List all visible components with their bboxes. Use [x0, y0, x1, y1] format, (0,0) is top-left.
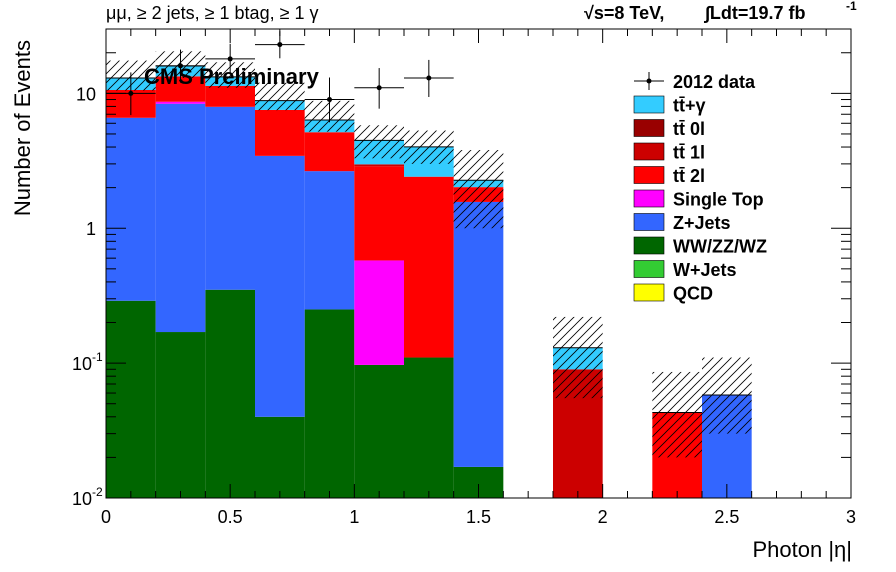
uncertainty-band-bin-7 [453, 150, 504, 229]
legend-swatch-2 [633, 119, 665, 137]
data-point-0 [128, 90, 134, 96]
x-tick-label-5: 2.5 [714, 507, 739, 527]
uncertainty-band-bin-9 [553, 316, 603, 399]
title-lumi: ∫Ldt=19.7 fb [704, 3, 805, 23]
data-point-5 [376, 85, 382, 91]
legend-swatch-3 [633, 142, 665, 161]
data-point-3 [277, 42, 283, 48]
uncertainty-band-bin-11 [652, 371, 702, 458]
bar-tt-2l-bin-3 [255, 109, 305, 156]
legend-label-9: QCD [673, 284, 713, 304]
x-axis-title: Photon |η| [752, 537, 852, 562]
bar-z-jets-bin-3 [255, 155, 305, 417]
y-axis-title: Number of Events [10, 40, 35, 216]
x-tick-label-0: 0 [101, 507, 111, 527]
data-point-4 [327, 97, 332, 103]
legend-label-7: WW/ZZ/WZ [673, 237, 767, 257]
x-tick-label-1: 0.5 [218, 507, 243, 527]
y-tick-label-1: 10 [72, 354, 92, 374]
legend-swatch-5 [633, 189, 665, 208]
data-point-2 [227, 56, 233, 62]
legend-label-4: tt̄ 2l [673, 166, 705, 186]
legend-swatch-8 [633, 260, 665, 278]
cms-preliminary-label: CMS Preliminary [144, 64, 320, 89]
bar-tt-1l-bin-5 [354, 164, 404, 167]
legend-label-5: Single Top [673, 190, 764, 210]
legend-label-8: W+Jets [673, 260, 737, 280]
bar-ww-zz-wz-bin-1 [155, 332, 206, 498]
legend-label-2: tt̄ 0l [673, 119, 705, 139]
title-lumi-exponent: -1 [846, 0, 857, 13]
legend: 2012 data tt̄+γ tt̄ 0l tt̄ 1l tt̄ 2l Single T… [633, 72, 767, 304]
legend-label-6: Z+Jets [673, 213, 731, 233]
legend-swatch-1 [633, 95, 665, 114]
uncertainty-band-bin-5 [354, 125, 404, 159]
title-energy: √s=8 TeV, [584, 3, 664, 23]
legend-data-marker-dot [646, 78, 652, 84]
bar-ww-zz-wz-bin-3 [255, 416, 305, 498]
bar-tt-2l-bin-6 [404, 176, 454, 358]
bar-ww-zz-wz-bin-2 [205, 289, 255, 498]
bar-z-jets-bin-4 [304, 171, 355, 310]
legend-swatch-4 [633, 166, 665, 184]
legend-label-1: tt̄+γ [673, 96, 706, 116]
uncertainty-band-bin-3 [255, 82, 305, 111]
data-point-6 [426, 75, 432, 81]
x-tick-label-2: 1 [349, 507, 359, 527]
legend-swatch-6 [633, 213, 665, 231]
bar-single-top-bin-5 [354, 260, 404, 365]
y-tick-label-exp-1: -1 [92, 350, 103, 364]
bar-tt-2l-bin-5 [354, 166, 404, 261]
bar-tt-2l-bin-4 [304, 132, 355, 172]
bar-tt-2l-bin-2 [205, 85, 255, 107]
title-left: μμ, ≥ 2 jets, ≥ 1 btag, ≥ 1 γ [106, 3, 318, 23]
bar-z-jets-bin-0 [106, 117, 156, 301]
legend-swatch-9 [633, 283, 665, 302]
x-tick-label-3: 1.5 [466, 507, 491, 527]
bar-z-jets-bin-7 [453, 201, 504, 467]
bar-single-top-bin-1 [155, 101, 206, 104]
bar-ww-zz-wz-bin-4 [304, 309, 355, 498]
data-point-1 [178, 63, 183, 69]
bar-z-jets-bin-1 [155, 103, 206, 333]
y-tick-label-2: 1 [86, 219, 96, 239]
uncertainty-band-bin-12 [702, 357, 752, 434]
legend-label-0: 2012 data [673, 72, 756, 92]
y-tick-label-0: 10 [72, 489, 92, 509]
bar-ww-zz-wz-bin-0 [106, 300, 156, 498]
bar-ww-zz-wz-bin-6 [404, 357, 454, 498]
y-tick-label-3: 10 [76, 84, 96, 104]
x-tick-label-4: 2 [598, 507, 608, 527]
x-tick-label-6: 3 [846, 507, 856, 527]
y-tick-label-exp-0: -2 [92, 485, 103, 499]
bar-z-jets-bin-2 [205, 106, 255, 290]
legend-label-3: tt̄ 1l [673, 143, 705, 163]
uncertainty-band-bin-6 [404, 130, 454, 164]
bar-ww-zz-wz-bin-5 [354, 364, 404, 498]
legend-swatch-7 [633, 236, 665, 255]
